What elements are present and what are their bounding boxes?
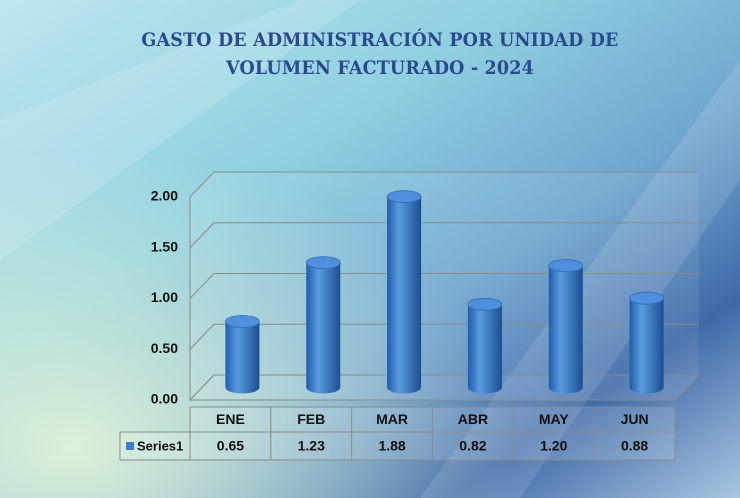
- plot-area: 0.00 0.50 1.00 1.50 2.00 Series1 ENE 0.65 FEB 1.2…: [119, 171, 701, 461]
- back-wall: [190, 172, 699, 400]
- bar-top: [225, 315, 260, 328]
- y-tick-label: 0.00: [151, 391, 178, 407]
- bar-top: [305, 256, 341, 270]
- grid-line: [189, 323, 699, 350]
- floor: [188, 374, 701, 401]
- legend-key: [126, 442, 134, 450]
- y-tick-label: 1.50: [151, 238, 178, 254]
- data-table-value: 1.88: [378, 438, 405, 454]
- table-bg: [120, 432, 675, 460]
- bar-top: [386, 190, 422, 204]
- data-table-value: 0.88: [621, 438, 648, 454]
- bar: [629, 298, 664, 394]
- x-tick-label: MAR: [376, 411, 408, 427]
- y-tick-label: 1.00: [151, 289, 178, 305]
- bar-top: [629, 291, 664, 305]
- data-table-value: 0.82: [459, 438, 486, 454]
- bar: [467, 304, 502, 394]
- grid-line: [189, 374, 699, 401]
- bar-top: [467, 297, 503, 311]
- decor: [0, 0, 360, 260]
- x-tick-label: ABR: [458, 411, 488, 427]
- data-table-value: 1.20: [540, 438, 567, 454]
- grid-line: [189, 171, 699, 198]
- y-tick-label: 2.00: [151, 188, 178, 204]
- grid-line: [189, 222, 699, 249]
- bar: [306, 262, 341, 394]
- data-table-value: 1.23: [298, 438, 325, 454]
- bar-top: [548, 259, 584, 273]
- data-table-value: 0.65: [217, 438, 244, 454]
- chart-title: GASTO DE ADMINISTRACIÓN POR UNIDAD DE VO…: [141, 29, 619, 79]
- bar: [387, 196, 422, 394]
- x-tick-label: JUN: [621, 411, 649, 427]
- x-tick-label: MAY: [539, 411, 569, 427]
- y-tick-label: 0.50: [151, 340, 178, 356]
- legend-label: Series1: [137, 438, 183, 453]
- x-tick-label: ENE: [216, 411, 245, 427]
- bar: [548, 265, 583, 394]
- bar: [225, 321, 260, 394]
- grid-line: [189, 273, 699, 299]
- x-tick-label: FEB: [297, 411, 325, 427]
